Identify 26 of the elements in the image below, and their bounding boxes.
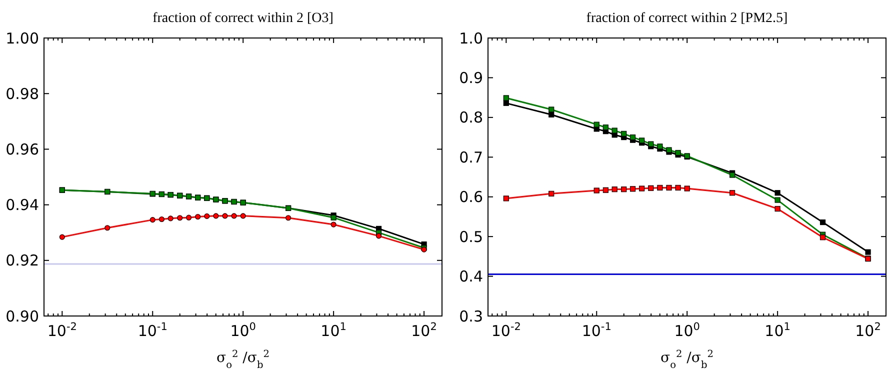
y-tick-label: 1.00: [6, 29, 39, 48]
chart-title: fraction of correct within 2 [PM2.5]: [586, 11, 788, 26]
y-tick-label: 0.4: [459, 268, 483, 286]
x-tick-label: 10$^{-2}$: [47, 321, 77, 340]
y-tick-label: 0.9: [459, 68, 483, 87]
chart-title: fraction of correct within 2 [O3]: [152, 11, 334, 26]
x-tick-label: 10$^{-1}$: [138, 321, 168, 340]
x-tick-label: 10$^{1}$: [764, 321, 790, 340]
y-tick-label: 0.94: [6, 196, 39, 214]
y-tick-label: 0.5: [459, 228, 483, 246]
x-tick-label: 10$^{2}$: [855, 321, 881, 340]
y-tick-label: 0.7: [459, 148, 483, 166]
x-tick-label: 10$^{-2}$: [491, 321, 521, 340]
y-tick-label: 0.6: [459, 188, 483, 206]
y-tick-label: 0.96: [6, 140, 39, 158]
x-tick-label: 10$^{0}$: [230, 321, 256, 340]
y-tick-label: 0.98: [6, 84, 39, 103]
x-tick-label: 10$^{0}$: [674, 321, 700, 340]
x-tick-label: 10$^{-1}$: [582, 321, 612, 340]
y-tick-label: 0.90: [6, 307, 39, 326]
y-tick-label: 1.0: [459, 29, 483, 48]
y-tick-label: 0.92: [6, 252, 39, 270]
y-tick-label: 0.8: [459, 108, 483, 127]
x-tick-label: 10$^{1}$: [320, 321, 346, 340]
y-tick-label: 0.3: [459, 307, 483, 326]
x-tick-label: 10$^{2}$: [411, 321, 437, 340]
